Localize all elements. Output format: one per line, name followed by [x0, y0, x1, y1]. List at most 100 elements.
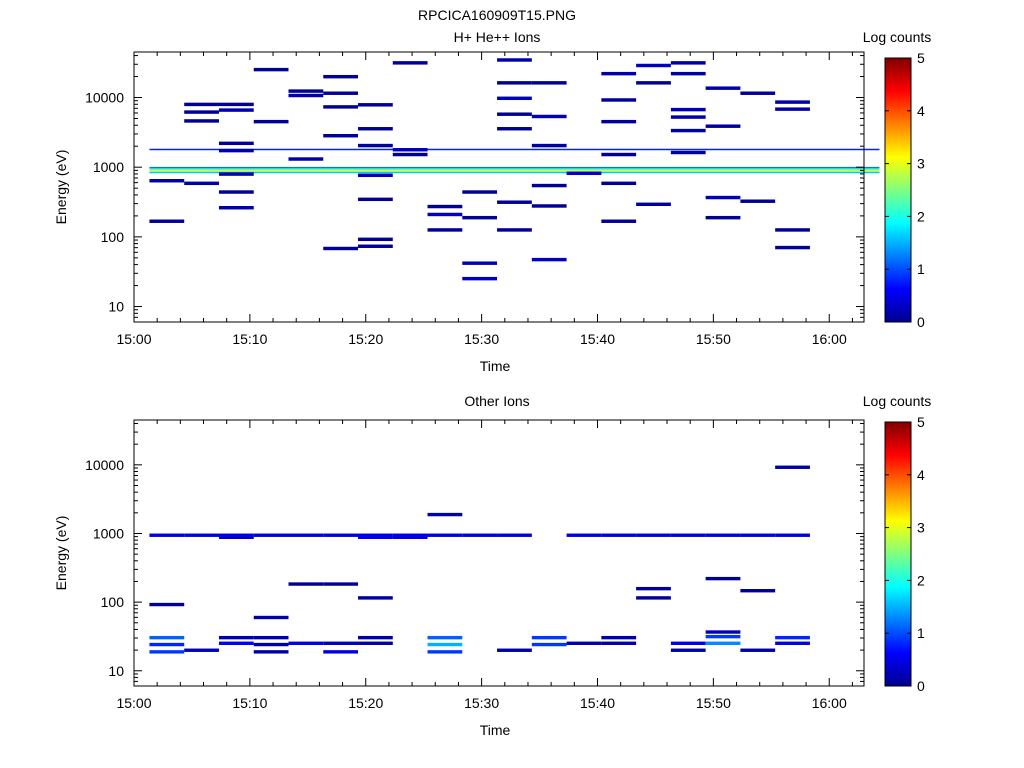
- y-axis-label: Energy (eV): [53, 516, 69, 591]
- y-axis-label: Energy (eV): [53, 150, 69, 225]
- heatmap-cell: [218, 108, 254, 112]
- heatmap-cell: [358, 103, 393, 107]
- heatmap-cell: [323, 74, 359, 79]
- colorbar-tick-label: 1: [917, 625, 925, 641]
- y-tick-label: 1000: [93, 525, 124, 541]
- heatmap-cell: [427, 533, 463, 537]
- heatmap-cell: [566, 533, 602, 537]
- axes: 15:00 15:10 15:20 15:30 15:40 15:50 16:00 10 100…: [85, 420, 864, 711]
- heatmap-cell: [253, 650, 289, 654]
- heatmap-cell: [288, 157, 324, 161]
- heatmap-cell: [497, 127, 532, 131]
- heatmap-cell: [705, 215, 741, 220]
- heatmap-cell: [601, 219, 637, 223]
- axes: 15:00 15:10 15:20 15:30 15:40 15:50 16:00 10 100…: [85, 52, 864, 347]
- heatmap-cell: [358, 533, 393, 537]
- heatmap-cell: [462, 261, 498, 265]
- heatmap-cell: [670, 115, 706, 119]
- heatmap-cell: [323, 91, 359, 95]
- heatmap-cell: [218, 635, 254, 640]
- heatmap-cell: [601, 181, 637, 186]
- heatmap-cell: [358, 244, 393, 248]
- heatmap-cell: [358, 143, 393, 148]
- heatmap-cell: [740, 589, 776, 593]
- panel-title: H+ He++ Ions: [454, 29, 541, 45]
- colorbar-tick-label: 0: [917, 678, 925, 694]
- x-tick-label: 16:00: [812, 331, 847, 347]
- x-tick-label: 16:00: [812, 695, 847, 711]
- colorbar-tick-label: 3: [917, 156, 925, 172]
- heatmap-cell: [601, 533, 637, 537]
- heatmap-cell: [636, 586, 671, 591]
- heatmap-cell: [531, 635, 567, 640]
- x-tick-label: 15:40: [580, 695, 615, 711]
- heatmap-cell: [253, 635, 289, 640]
- heatmap-cell: [775, 641, 810, 645]
- heatmap-cell: [775, 100, 810, 104]
- heatmap-cell: [218, 102, 254, 107]
- heatmap-cell: [531, 204, 567, 208]
- heatmap-cell: [601, 98, 637, 102]
- heatmap-cell: [705, 533, 741, 537]
- heatmap-cell: [670, 128, 706, 133]
- heatmap-cell: [358, 197, 393, 202]
- heatmap-cell: [253, 67, 289, 72]
- heatmap-cell: [497, 96, 532, 101]
- heatmap-cell: [705, 124, 741, 128]
- heatmap-cell: [705, 634, 741, 639]
- colorbar-ticks: 0 1 2 3 4 5: [885, 414, 925, 694]
- heatmap-cell: [497, 648, 532, 652]
- heatmap-cell: [358, 596, 393, 600]
- heatmap-cell: [497, 58, 532, 62]
- heatmap-cell: [218, 535, 254, 539]
- x-tick-label: 15:40: [580, 331, 615, 347]
- heatmap-cell: [288, 641, 324, 645]
- y-tick-label: 10: [108, 663, 124, 679]
- colorbar-tick-label: 5: [917, 50, 925, 66]
- heatmap-cell: [775, 245, 810, 250]
- heatmap-cell: [218, 206, 254, 210]
- heatmap-cell: [149, 219, 185, 223]
- heatmap-cell: [288, 533, 324, 537]
- heatmap-cell: [670, 107, 706, 112]
- x-axis-label: Time: [480, 722, 511, 738]
- heatmap-cell: [636, 63, 671, 68]
- heatmap-cell: [497, 533, 532, 537]
- heatmap-cell: [601, 641, 637, 645]
- heatmap-cell: [358, 535, 393, 539]
- heatmap-cell: [323, 133, 359, 138]
- x-axis-label: Time: [480, 358, 511, 374]
- heatmap-cell: [218, 533, 254, 537]
- heatmap-cell: [601, 635, 637, 640]
- heatmap-cell: [358, 237, 393, 242]
- y-tick-label: 100: [101, 229, 125, 245]
- heatmap-cell: [531, 257, 567, 262]
- heatmap-cell: [149, 533, 185, 537]
- colorbar: [884, 421, 912, 687]
- heatmap-cell: [427, 228, 463, 232]
- heatmap-cell: [218, 141, 254, 146]
- heatmap-cell: [636, 202, 671, 207]
- heatmap-cell: [531, 642, 567, 647]
- heatmap-cell: [670, 641, 706, 645]
- heatmap-cell: [670, 648, 706, 652]
- heatmap-cell: [705, 576, 741, 581]
- x-tick-label: 15:50: [696, 695, 731, 711]
- background-band: [149, 166, 880, 169]
- heatmap-cell: [392, 533, 428, 537]
- heatmap-cell: [462, 533, 498, 537]
- heatmap-cell: [184, 648, 219, 652]
- heatmap-cell: [670, 150, 706, 155]
- heatmap-cell: [288, 89, 324, 93]
- heatmap-cell: [670, 533, 706, 537]
- heatmap-cell: [253, 533, 289, 537]
- heatmap-cell: [740, 199, 776, 203]
- heatmap-cell: [323, 533, 359, 537]
- x-tick-label: 15:20: [348, 695, 383, 711]
- heatmap-cell: [462, 276, 498, 281]
- heatmap-cells: [149, 58, 880, 281]
- heatmap-cell: [358, 127, 393, 131]
- y-tick-label: 1000: [93, 159, 124, 175]
- heatmap-cell: [601, 71, 637, 76]
- heatmap-cell: [601, 119, 637, 124]
